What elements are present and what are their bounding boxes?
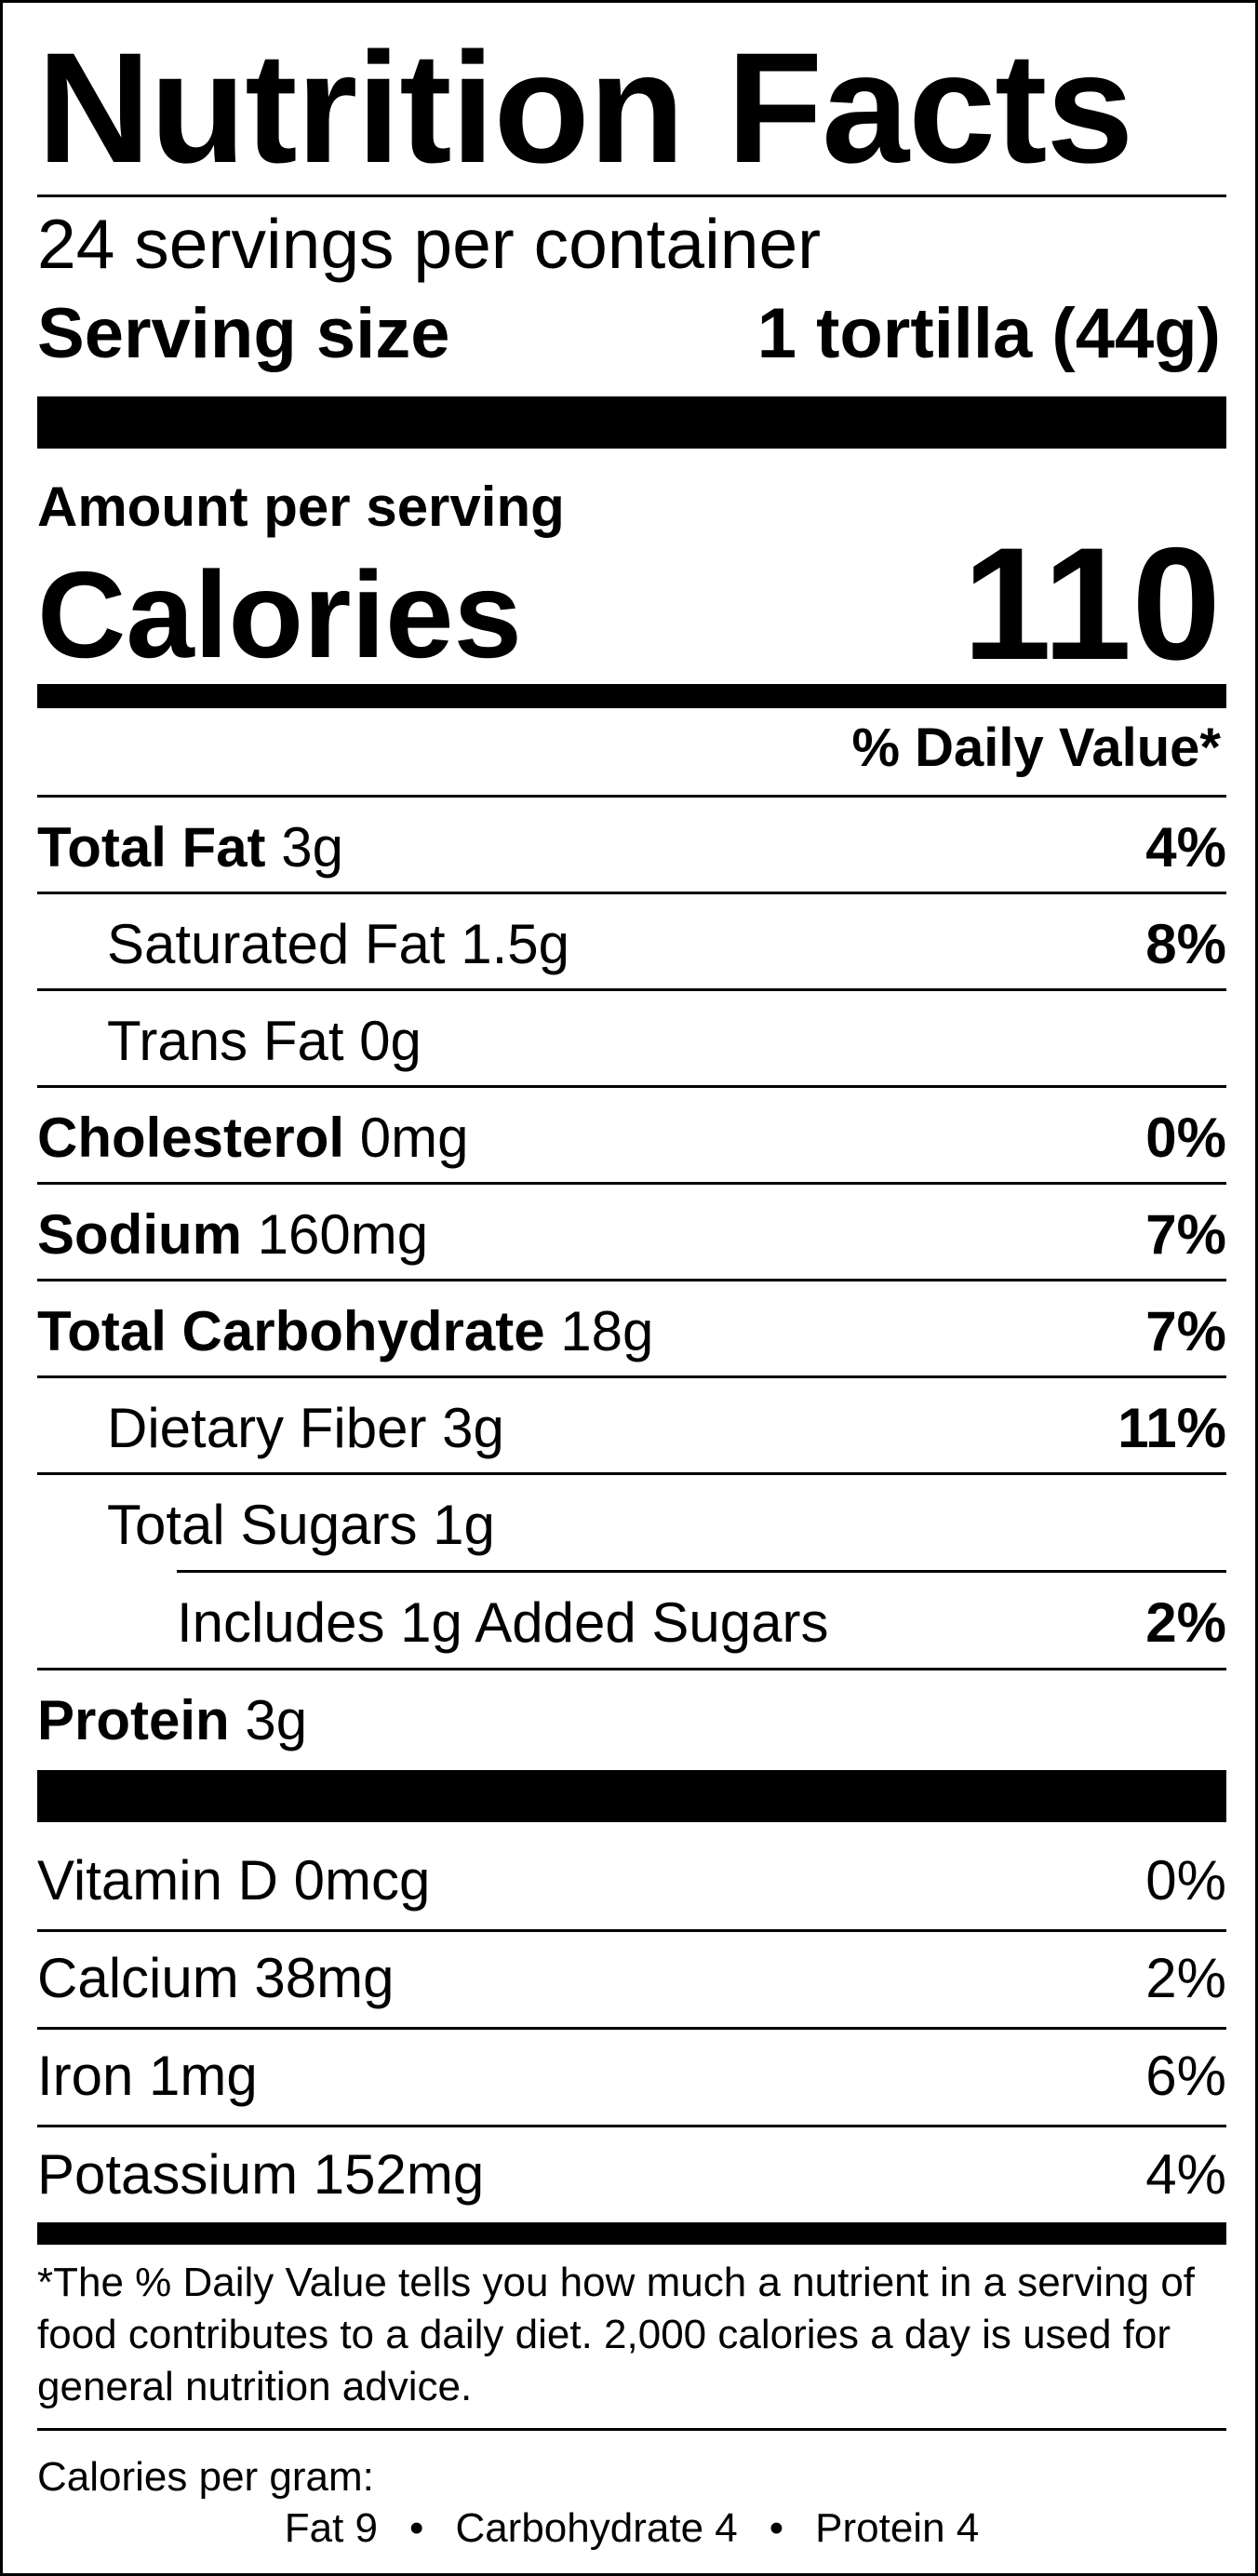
divider-medium <box>37 2222 1226 2245</box>
divider-thin <box>37 1182 1226 1185</box>
nutrient-dv: 7% <box>1145 1203 1226 1266</box>
nutrient-name: Total Fat 3g <box>37 816 343 879</box>
vitamin-dv: 6% <box>1145 2045 1226 2107</box>
divider-thin <box>37 892 1226 894</box>
divider-thin <box>37 1279 1226 1281</box>
vitamin-dv: 4% <box>1145 2143 1226 2206</box>
divider-thin <box>37 1472 1226 1475</box>
vitamin-name: Vitamin D 0mcg <box>37 1849 431 1912</box>
nutrient-row-total-sugars: Total Sugars 1g <box>37 1475 1226 1572</box>
calories-label: Calories <box>37 546 522 683</box>
amount-per-serving: Amount per serving <box>37 476 565 538</box>
serving-size-label: Serving size <box>37 294 450 373</box>
nutrient-row-added-sugars: Includes 1g Added Sugars 2% <box>37 1573 1226 1670</box>
divider-thin <box>37 195 1226 197</box>
nutrient-name: Sodium 160mg <box>37 1203 429 1266</box>
vitamin-row-iron: Iron 1mg 6% <box>37 2026 1226 2123</box>
nutrient-name: Total Sugars 1g <box>107 1494 495 1556</box>
divider-thin-indented <box>177 1570 1226 1573</box>
bullet-separator: • <box>769 2505 784 2551</box>
nutrient-dv: 0% <box>1145 1107 1226 1169</box>
daily-value-header: % Daily Value* <box>851 718 1221 778</box>
divider-thick <box>37 396 1226 449</box>
nutrient-row-protein: Protein 3g <box>37 1670 1226 1767</box>
nutrient-dv: 2% <box>1145 1591 1226 1654</box>
vitamin-row-calcium: Calcium 38mg 2% <box>37 1928 1226 2025</box>
calories-per-gram-label: Calories per gram: <box>37 2454 374 2500</box>
label-title: Nutrition Facts <box>37 20 1133 195</box>
divider-thin <box>37 1668 1226 1670</box>
divider-thin <box>37 2125 1226 2127</box>
divider-thin <box>37 988 1226 991</box>
nutrient-name: Includes 1g Added Sugars <box>177 1591 829 1654</box>
nutrient-row-total-fat: Total Fat 3g 4% <box>37 798 1226 894</box>
calories-value: 110 <box>962 515 1221 693</box>
servings-per-container: 24 servings per container <box>37 205 822 283</box>
nutrient-dv: 8% <box>1145 913 1226 975</box>
nutrient-dv: 11% <box>1117 1397 1226 1459</box>
nutrient-row-dietary-fiber: Dietary Fiber 3g 11% <box>37 1378 1226 1475</box>
nutrient-name: Protein 3g <box>37 1689 308 1751</box>
vitamin-row-potassium: Potassium 152mg 4% <box>37 2125 1226 2221</box>
nutrient-name: Trans Fat 0g <box>107 1010 422 1072</box>
divider-thin <box>37 2428 1226 2431</box>
cpg-protein: Protein 4 <box>815 2505 980 2551</box>
divider-thin <box>37 1929 1226 1932</box>
daily-value-footnote: *The % Daily Value tells you how much a … <box>37 2260 1196 2409</box>
nutrient-dv: 4% <box>1145 816 1226 879</box>
divider-thin <box>37 795 1226 798</box>
nutrient-row-total-carbohydrate: Total Carbohydrate 18g 7% <box>37 1281 1226 1378</box>
divider-thick <box>37 1770 1226 1822</box>
calories-per-gram-values: Fat 9 • Carbohydrate 4 • Protein 4 <box>3 2508 1258 2549</box>
cpg-fat: Fat 9 <box>284 2505 379 2551</box>
cpg-carbohydrate: Carbohydrate 4 <box>455 2505 738 2551</box>
nutrient-dv: 7% <box>1145 1300 1226 1362</box>
vitamin-name: Iron 1mg <box>37 2045 258 2107</box>
divider-thin <box>37 1375 1226 1378</box>
serving-size-value: 1 tortilla (44g) <box>756 294 1221 373</box>
vitamin-dv: 2% <box>1145 1947 1226 2009</box>
nutrient-name: Dietary Fiber 3g <box>107 1397 504 1459</box>
nutrient-row-trans-fat: Trans Fat 0g <box>37 991 1226 1088</box>
nutrient-row-saturated-fat: Saturated Fat 1.5g 8% <box>37 894 1226 991</box>
nutrient-name: Total Carbohydrate 18g <box>37 1300 654 1362</box>
nutrient-row-cholesterol: Cholesterol 0mg 0% <box>37 1088 1226 1185</box>
nutrient-row-sodium: Sodium 160mg 7% <box>37 1185 1226 1281</box>
vitamin-name: Potassium 152mg <box>37 2143 485 2206</box>
divider-thin <box>37 1085 1226 1088</box>
vitamin-row-vitamin-d: Vitamin D 0mcg 0% <box>37 1831 1226 1927</box>
nutrient-name: Saturated Fat 1.5g <box>107 913 569 975</box>
divider-thin <box>37 2027 1226 2030</box>
bullet-separator: • <box>409 2505 424 2551</box>
divider-medium <box>37 684 1226 708</box>
vitamin-dv: 0% <box>1145 1849 1226 1912</box>
vitamin-name: Calcium 38mg <box>37 1947 395 2009</box>
nutrient-name: Cholesterol 0mg <box>37 1107 469 1169</box>
